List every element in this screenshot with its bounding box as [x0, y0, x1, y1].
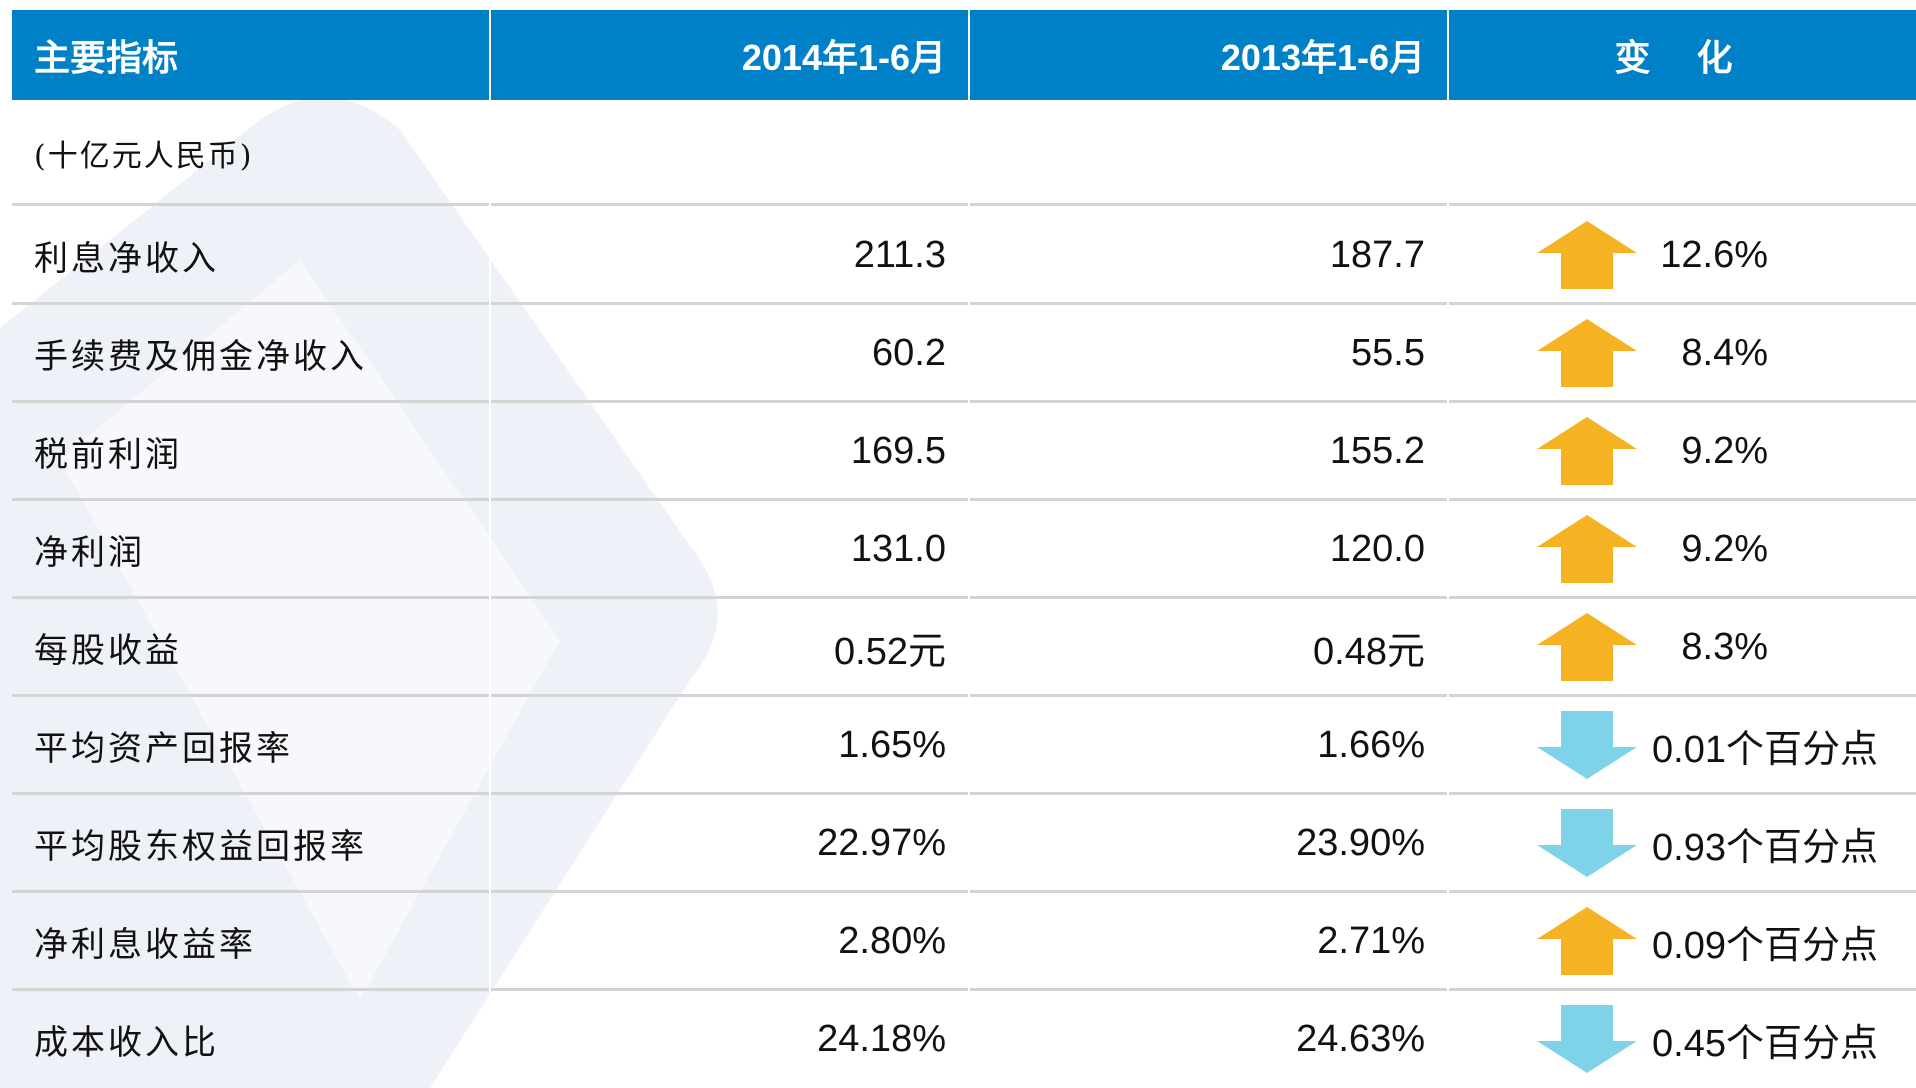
change-value: 9.2%: [1681, 527, 1768, 570]
unit-label: (十亿元人民币): [34, 139, 254, 174]
row-label: 手续费及佣金净收入: [34, 336, 367, 377]
row-separator: [12, 302, 1916, 305]
arrow-shape: [1537, 221, 1637, 289]
arrow-up: [1537, 221, 1637, 289]
value-2014: 1.65%: [838, 723, 946, 766]
row-separator: [12, 203, 1916, 206]
row-separator: [12, 498, 1916, 501]
row-label: 利息净收入: [34, 238, 219, 279]
change-value: 0.09个百分点: [1652, 924, 1878, 967]
row-separator: [12, 694, 1916, 697]
row-separator: [12, 596, 1916, 599]
arrow-down: [1537, 711, 1637, 779]
arrow-shape: [1537, 319, 1637, 387]
change-value: 0.01个百分点: [1652, 728, 1878, 771]
change-cell: 0.93个百分点: [1535, 794, 1878, 892]
column-separator: [1447, 100, 1449, 1088]
value-2014: 60.2: [872, 331, 946, 374]
change-cell: 9.2%: [1535, 500, 1768, 598]
change-cell: 8.3%: [1535, 598, 1768, 696]
row-separator: [12, 792, 1916, 795]
row-label: 成本收入比: [34, 1022, 219, 1063]
row-label: 净利息收益率: [34, 924, 256, 965]
row-label: 平均资产回报率: [34, 728, 293, 769]
change-value: 0.93个百分点: [1652, 826, 1878, 869]
value-2013: 0.48元: [1313, 630, 1425, 673]
arrow-up: [1537, 515, 1637, 583]
value-2014: 22.97%: [817, 821, 946, 864]
arrow-shape: [1537, 417, 1637, 485]
value-2014: 2.80%: [838, 919, 946, 962]
value-2013: 1.66%: [1317, 723, 1425, 766]
value-2013: 187.7: [1329, 233, 1425, 276]
arrow-up: [1537, 907, 1637, 975]
value-2014: 0.52元: [834, 630, 946, 673]
change-value: 12.6%: [1660, 233, 1768, 276]
header-cell: 2013年1-6月: [970, 10, 1447, 100]
arrow-shape: [1537, 613, 1637, 681]
change-value: 9.2%: [1681, 429, 1768, 472]
header-cell: 主要指标: [12, 10, 489, 100]
arrow-down: [1537, 809, 1637, 877]
change-cell: 8.4%: [1535, 304, 1768, 402]
column-separator: [489, 100, 491, 1088]
value-2013: 23.90%: [1296, 821, 1425, 864]
arrow-up: [1537, 613, 1637, 681]
change-value: 8.3%: [1681, 625, 1768, 668]
row-label: 平均股东权益回报率: [34, 826, 367, 867]
row-label: 税前利润: [34, 434, 182, 475]
change-cell: 9.2%: [1535, 402, 1768, 500]
change-value: 8.4%: [1681, 331, 1768, 374]
row-separator: [12, 890, 1916, 893]
arrow-shape: [1537, 515, 1637, 583]
arrow-up: [1537, 319, 1637, 387]
change-cell: 12.6%: [1535, 206, 1768, 304]
change-value: 0.45个百分点: [1652, 1022, 1878, 1065]
value-2014: 24.18%: [817, 1017, 946, 1060]
value-2013: 55.5: [1351, 331, 1425, 374]
arrow-down: [1537, 1005, 1637, 1073]
value-2013: 2.71%: [1317, 919, 1425, 962]
column-separator: [968, 100, 970, 1088]
change-cell: 0.01个百分点: [1535, 696, 1878, 794]
value-2013: 155.2: [1329, 429, 1425, 472]
change-cell: 0.45个百分点: [1535, 990, 1878, 1088]
header-cell: 2014年1-6月: [491, 10, 968, 100]
value-2014: 169.5: [850, 429, 946, 472]
row-label: 净利润: [34, 532, 145, 573]
arrow-shape: [1537, 907, 1637, 975]
watermark-shape: [60, 260, 560, 1000]
arrow-shape: [1537, 809, 1637, 877]
value-2013: 24.63%: [1296, 1017, 1425, 1060]
header-cell: 变 化: [1449, 10, 1916, 100]
change-cell: 0.09个百分点: [1535, 892, 1878, 990]
value-2014: 211.3: [853, 233, 946, 276]
row-separator: [12, 988, 1916, 991]
arrow-up: [1537, 417, 1637, 485]
value-2014: 131.0: [850, 527, 946, 570]
arrow-shape: [1537, 711, 1637, 779]
row-separator: [12, 400, 1916, 403]
value-2013: 120.0: [1329, 527, 1425, 570]
row-label: 每股收益: [34, 630, 182, 671]
arrow-shape: [1537, 1005, 1637, 1073]
